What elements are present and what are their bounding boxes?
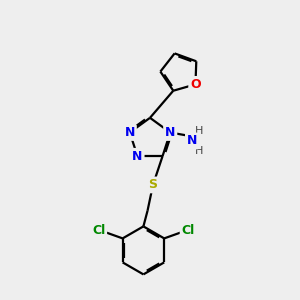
Text: N: N: [187, 134, 197, 148]
Text: S: S: [148, 178, 158, 191]
Text: N: N: [132, 150, 143, 163]
Text: N: N: [124, 126, 135, 139]
Text: Cl: Cl: [92, 224, 105, 237]
Text: N: N: [165, 126, 175, 139]
Text: H: H: [195, 146, 203, 156]
Text: H: H: [195, 126, 203, 136]
Text: Cl: Cl: [182, 224, 195, 237]
Text: O: O: [190, 78, 201, 91]
